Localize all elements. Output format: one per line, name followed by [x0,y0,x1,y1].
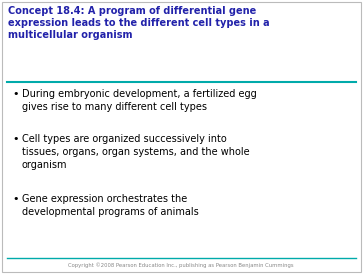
Text: •: • [12,194,19,204]
Text: Cell types are organized successively into
tissues, organs, organ systems, and t: Cell types are organized successively in… [22,134,250,170]
Text: Concept 18.4: A program of differential gene
expression leads to the different c: Concept 18.4: A program of differential … [8,6,270,40]
Text: •: • [12,89,19,99]
Text: During embryonic development, a fertilized egg
gives rise to many different cell: During embryonic development, a fertiliz… [22,89,257,112]
Text: •: • [12,134,19,144]
Text: Copyright ©2008 Pearson Education Inc., publishing as Pearson Benjamin Cummings: Copyright ©2008 Pearson Education Inc., … [68,262,294,268]
Text: Gene expression orchestrates the
developmental programs of animals: Gene expression orchestrates the develop… [22,194,199,217]
